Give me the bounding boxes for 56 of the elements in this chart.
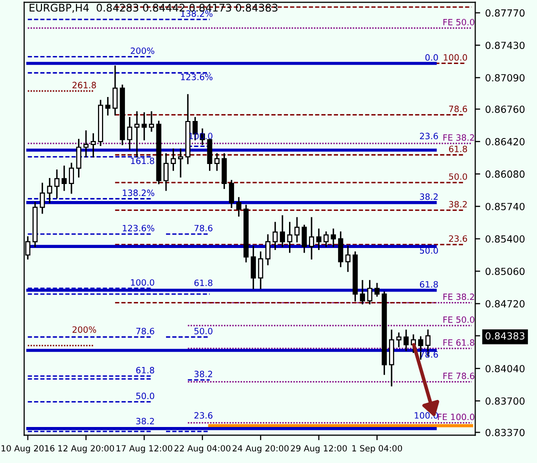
annotation: 50.0 bbox=[136, 392, 154, 400]
x-tick-label: 22 Aug 04:00 bbox=[174, 445, 230, 454]
annotation: 78.6 bbox=[194, 224, 212, 232]
y-tick-label: 0.84040 bbox=[486, 364, 525, 372]
annotation: 23.6 bbox=[449, 235, 468, 242]
annotation: 38.2 bbox=[449, 201, 467, 208]
y-tick-label: 0.86080 bbox=[486, 170, 525, 178]
annotation: 23.6 bbox=[420, 132, 438, 140]
annotation: FE 38.2 bbox=[443, 134, 474, 141]
y-tick-label: 0.84720 bbox=[486, 300, 525, 308]
annotation: 138.2% bbox=[181, 10, 212, 17]
annotation: 138.2% bbox=[122, 190, 154, 196]
y-tick-label: 0.86420 bbox=[486, 138, 525, 146]
y-tick-label: 0.87430 bbox=[486, 42, 525, 50]
annotation: FE 78.6 bbox=[443, 372, 474, 380]
annotation: 38.2 bbox=[194, 370, 212, 378]
annotation: 50.0 bbox=[449, 173, 468, 180]
annotation: FE 100.0 bbox=[438, 414, 474, 420]
y-tick-label: 0.86760 bbox=[486, 106, 525, 113]
annotation: 123.6% bbox=[181, 74, 212, 80]
x-tick-label: 12 Aug 20:00 bbox=[58, 445, 114, 454]
y-tick-label: 0.84383 bbox=[486, 332, 524, 340]
annotation: 200% bbox=[72, 326, 96, 333]
annotation: 61.8 bbox=[136, 366, 154, 374]
annotation: 200% bbox=[130, 47, 154, 54]
x-tick-label: 1 Sep 04:00 bbox=[352, 445, 402, 454]
annotation: 61.8 bbox=[194, 280, 212, 286]
annotation: FE 61.8 bbox=[443, 339, 474, 346]
annotation: FE 38.2 bbox=[443, 293, 474, 300]
annotation: FE 50.0 bbox=[443, 18, 474, 26]
y-tick-label: 0.83370 bbox=[486, 428, 525, 436]
annotation: 61.8 bbox=[420, 281, 438, 288]
x-tick-label: 24 Aug 20:00 bbox=[232, 445, 289, 454]
x-tick-label: 17 Aug 12:00 bbox=[116, 445, 172, 454]
annotation: 78.6 bbox=[449, 106, 468, 112]
x-tick-label: 29 Aug 12:00 bbox=[290, 445, 347, 454]
y-tick-label: 0.85400 bbox=[486, 235, 525, 243]
annotation: 123.6% bbox=[122, 224, 154, 232]
annotation: FE 50.0 bbox=[443, 316, 474, 323]
y-tick-label: 0.85740 bbox=[486, 202, 525, 210]
annotation: 161.8 bbox=[131, 158, 154, 164]
annotation: 100.0 bbox=[444, 54, 468, 61]
y-tick-label: 0.83700 bbox=[486, 397, 525, 405]
annotation: 38.2 bbox=[420, 193, 438, 200]
annotation: 100.0 bbox=[131, 279, 154, 286]
y-tick-label: 0.85060 bbox=[486, 268, 525, 276]
annotation: 0.0 bbox=[425, 54, 438, 61]
annotation: 61.8 bbox=[449, 146, 468, 152]
y-tick-label: 0.87090 bbox=[486, 74, 525, 82]
annotation: 261.8 bbox=[72, 82, 96, 88]
annotation: 78.6 bbox=[136, 328, 154, 334]
x-tick-label: 10 Aug 2016 bbox=[2, 445, 54, 454]
y-tick-label: 0.87770 bbox=[486, 9, 525, 17]
annotation: 50.0 bbox=[194, 328, 212, 334]
annotation: 38.2 bbox=[136, 418, 154, 424]
annotation: 23.6 bbox=[194, 412, 212, 419]
